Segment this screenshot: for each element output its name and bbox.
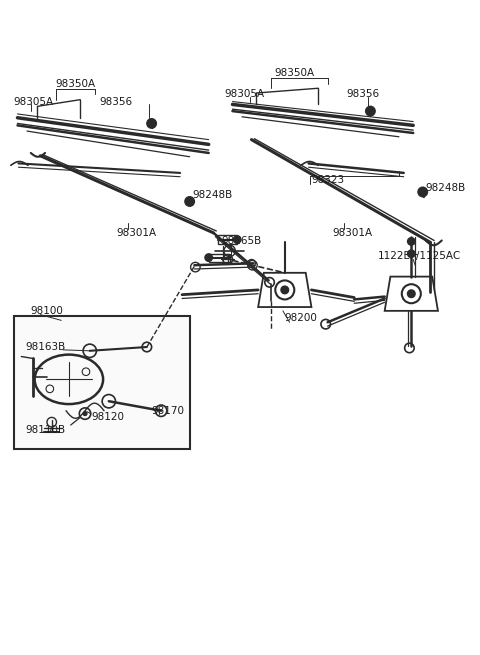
Text: 98323: 98323: [312, 175, 345, 185]
Text: 98301A: 98301A: [332, 228, 372, 238]
Circle shape: [83, 412, 87, 415]
Text: 98248B: 98248B: [192, 190, 233, 200]
Circle shape: [408, 290, 415, 297]
Text: 98356: 98356: [99, 96, 132, 107]
Circle shape: [281, 286, 288, 293]
Text: 1122EF/1125AC: 1122EF/1125AC: [378, 251, 461, 261]
Text: 98248B: 98248B: [426, 183, 466, 193]
Text: 98301A: 98301A: [117, 228, 156, 238]
Circle shape: [408, 250, 415, 257]
Text: 98305A: 98305A: [225, 89, 265, 99]
Circle shape: [147, 119, 156, 128]
Text: 98100: 98100: [31, 306, 64, 316]
Text: 98110B: 98110B: [25, 424, 65, 435]
Circle shape: [408, 238, 415, 245]
Text: 98163B: 98163B: [25, 342, 65, 352]
Text: 98165B: 98165B: [221, 236, 261, 246]
Text: 98305A: 98305A: [13, 96, 54, 107]
Text: 98350A: 98350A: [56, 79, 96, 90]
Circle shape: [185, 196, 194, 206]
Bar: [13, 316, 190, 449]
Circle shape: [205, 253, 213, 261]
Text: 98120: 98120: [92, 413, 125, 422]
Circle shape: [233, 236, 241, 243]
Bar: [209, 253, 229, 263]
Text: 98200: 98200: [285, 314, 318, 324]
Text: 98350A: 98350A: [274, 68, 314, 78]
Text: 98170: 98170: [152, 405, 185, 416]
Circle shape: [366, 106, 375, 116]
Bar: [218, 234, 237, 244]
Circle shape: [418, 187, 428, 196]
Text: 98356: 98356: [347, 89, 380, 99]
